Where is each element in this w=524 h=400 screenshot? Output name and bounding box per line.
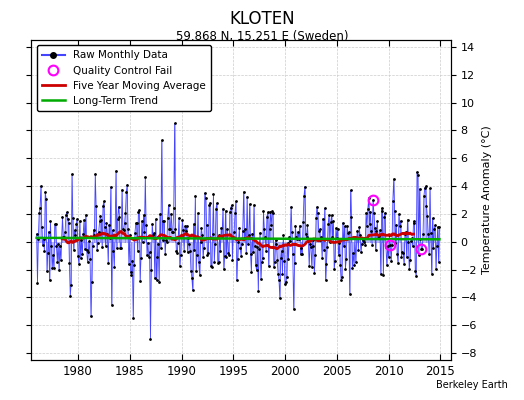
Y-axis label: Temperature Anomaly (°C): Temperature Anomaly (°C)	[483, 126, 493, 274]
Text: KLOTEN: KLOTEN	[229, 10, 295, 28]
Legend: Raw Monthly Data, Quality Control Fail, Five Year Moving Average, Long-Term Tren: Raw Monthly Data, Quality Control Fail, …	[37, 45, 211, 111]
Text: 59.868 N, 15.251 E (Sweden): 59.868 N, 15.251 E (Sweden)	[176, 30, 348, 43]
Text: Berkeley Earth: Berkeley Earth	[436, 380, 508, 390]
